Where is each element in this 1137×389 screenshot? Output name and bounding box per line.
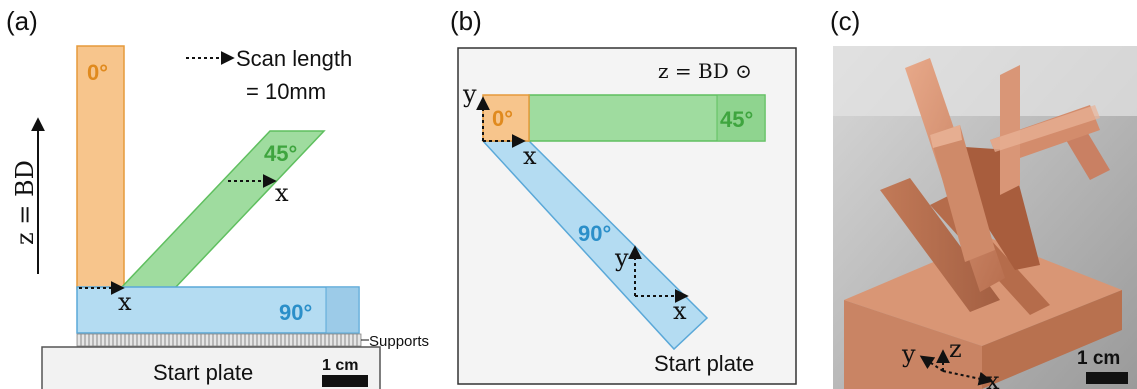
supports-label: Supports xyxy=(369,333,429,350)
scan-length-label: Scan length xyxy=(236,46,352,71)
photo-y-axis-arrow xyxy=(919,355,944,372)
photo-x-label: x xyxy=(986,367,1000,389)
x-label-top: x xyxy=(523,142,537,170)
panel-b-label: (b) xyxy=(450,6,482,36)
x-label-90: x xyxy=(118,288,132,316)
panel-a: (a) 0° 45° x 90° x Supports Start plate … xyxy=(6,6,429,389)
angle-45-label: 45° xyxy=(264,141,297,166)
angle-90-label-b: 90° xyxy=(578,221,611,246)
bar-0-degree xyxy=(76,45,125,290)
scale-bar-a xyxy=(322,375,368,387)
x-label-mid: x xyxy=(673,297,687,325)
scan-length-value: = 10mm xyxy=(246,79,326,104)
scale-label-c: 1 cm xyxy=(1077,348,1120,369)
angle-0-label: 0° xyxy=(87,60,108,85)
panel-b: (b) z = BD ⊙ 90° 45° 0° y x y x Start pl… xyxy=(450,6,797,385)
start-plate-label-b: Start plate xyxy=(654,351,754,376)
panel-c-label: (c) xyxy=(830,6,860,36)
build-direction-label: z = BD xyxy=(11,160,39,245)
angle-0-label-b: 0° xyxy=(492,106,513,131)
supports xyxy=(76,333,362,347)
panel-b-header: z = BD ⊙ xyxy=(658,59,752,83)
angle-90-label: 90° xyxy=(279,300,312,325)
x-label-45: x xyxy=(275,179,289,207)
y-label-mid: y xyxy=(614,244,629,272)
panel-c: (c) y z x 1 xyxy=(830,6,1137,389)
photo-y-label: y xyxy=(901,340,916,368)
bar-0-degree-top xyxy=(482,94,530,142)
start-plate xyxy=(41,346,381,389)
photo-z-label: z xyxy=(949,335,962,363)
photo-printed-part xyxy=(833,46,1137,389)
photo-x-axis-arrow xyxy=(942,370,993,386)
scale-bar-c xyxy=(1086,372,1128,384)
y-label-top: y xyxy=(462,80,477,108)
bar-45-end-cap xyxy=(716,94,766,142)
bar-90-end-cap xyxy=(325,286,360,334)
scale-label-a: 1 cm xyxy=(322,357,358,374)
bar-90-degree xyxy=(76,286,360,334)
panel-a-label: (a) xyxy=(6,6,38,36)
angle-45-label-b: 45° xyxy=(720,107,753,132)
start-plate-label: Start plate xyxy=(153,360,253,385)
